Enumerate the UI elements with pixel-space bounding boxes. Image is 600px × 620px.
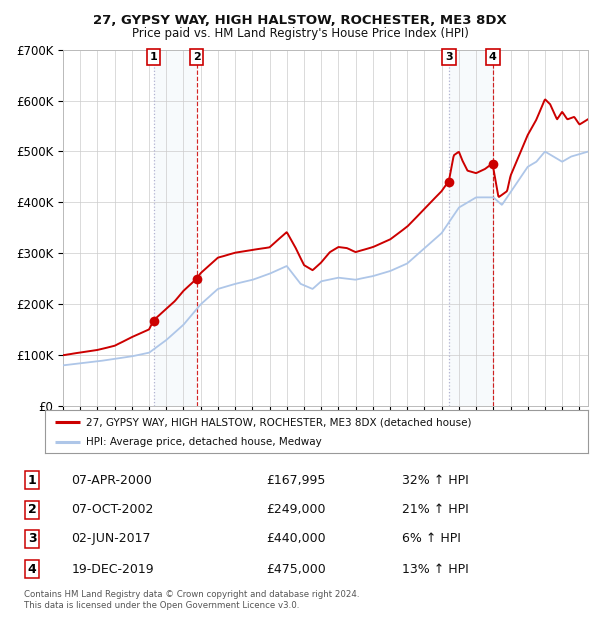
Text: 1: 1 <box>150 52 158 62</box>
Text: 32% ↑ HPI: 32% ↑ HPI <box>401 474 468 487</box>
Text: £440,000: £440,000 <box>266 533 326 546</box>
Text: HPI: Average price, detached house, Medway: HPI: Average price, detached house, Medw… <box>86 437 322 447</box>
Text: 3: 3 <box>445 52 453 62</box>
Text: 3: 3 <box>28 533 37 546</box>
Text: 6% ↑ HPI: 6% ↑ HPI <box>401 533 460 546</box>
Text: £475,000: £475,000 <box>266 563 326 576</box>
Text: 19-DEC-2019: 19-DEC-2019 <box>71 563 154 576</box>
Text: £167,995: £167,995 <box>266 474 326 487</box>
Text: 1: 1 <box>28 474 37 487</box>
Text: Contains HM Land Registry data © Crown copyright and database right 2024.
This d: Contains HM Land Registry data © Crown c… <box>24 590 359 609</box>
Text: 4: 4 <box>489 52 497 62</box>
Text: 13% ↑ HPI: 13% ↑ HPI <box>401 563 468 576</box>
Text: 4: 4 <box>28 563 37 576</box>
Bar <box>449 50 493 406</box>
Text: 07-APR-2000: 07-APR-2000 <box>71 474 152 487</box>
Text: 2: 2 <box>28 503 37 516</box>
Text: 2: 2 <box>193 52 200 62</box>
Text: 02-JUN-2017: 02-JUN-2017 <box>71 533 151 546</box>
Bar <box>154 50 197 406</box>
Text: 27, GYPSY WAY, HIGH HALSTOW, ROCHESTER, ME3 8DX: 27, GYPSY WAY, HIGH HALSTOW, ROCHESTER, … <box>93 14 507 27</box>
Text: Price paid vs. HM Land Registry's House Price Index (HPI): Price paid vs. HM Land Registry's House … <box>131 27 469 40</box>
Text: 27, GYPSY WAY, HIGH HALSTOW, ROCHESTER, ME3 8DX (detached house): 27, GYPSY WAY, HIGH HALSTOW, ROCHESTER, … <box>86 417 471 427</box>
Text: 21% ↑ HPI: 21% ↑ HPI <box>401 503 468 516</box>
Text: £249,000: £249,000 <box>266 503 326 516</box>
Text: 07-OCT-2002: 07-OCT-2002 <box>71 503 154 516</box>
